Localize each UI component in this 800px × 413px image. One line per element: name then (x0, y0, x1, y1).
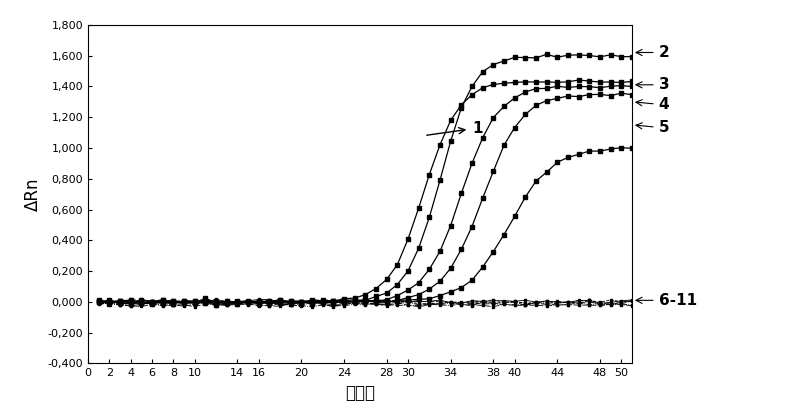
Text: 2: 2 (636, 45, 670, 60)
Text: 3: 3 (636, 77, 670, 93)
Text: 6-11: 6-11 (636, 293, 697, 308)
Y-axis label: ΔRn: ΔRn (24, 177, 42, 211)
Text: 1: 1 (426, 121, 482, 135)
X-axis label: 循环数: 循环数 (345, 384, 375, 402)
Text: 5: 5 (636, 121, 670, 135)
Text: 4: 4 (636, 97, 670, 112)
